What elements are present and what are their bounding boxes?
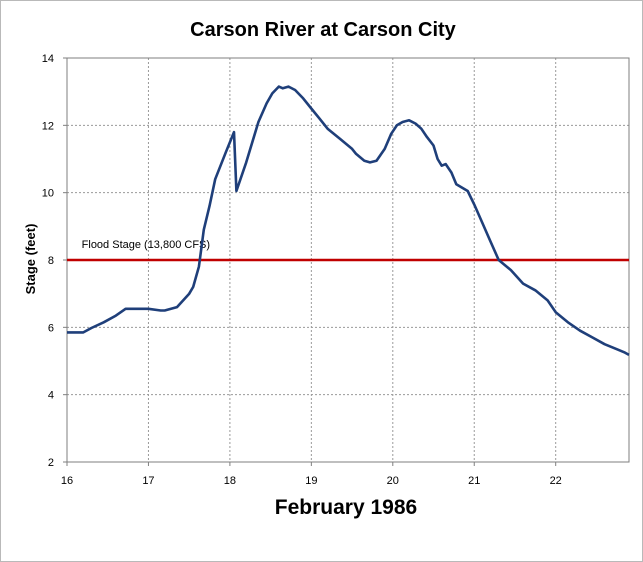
flood-stage-label: Flood Stage (13,800 CFS): [82, 239, 210, 251]
x-axis-label: February 1986: [275, 496, 417, 519]
x-tick-label: 22: [550, 475, 562, 487]
y-axis-label: Stage (feet): [23, 224, 38, 295]
x-tick-label: 21: [468, 475, 480, 487]
y-tick-label: 14: [42, 53, 54, 65]
chart-title: Carson River at Carson City: [190, 19, 457, 41]
x-tick-label: 16: [61, 475, 73, 487]
x-axis-ticks: 16 17 18 19 20 21 22: [61, 462, 562, 487]
x-tick-label: 19: [305, 475, 317, 487]
y-tick-label: 12: [42, 120, 54, 132]
series-line-river-stage: [67, 85, 630, 357]
y-axis-ticks: 2 4 6 8 10 12 14: [42, 53, 67, 469]
y-tick-label: 8: [48, 255, 54, 267]
x-tick-label: 17: [142, 475, 154, 487]
y-tick-label: 4: [48, 390, 54, 402]
y-tick-label: 6: [48, 322, 54, 334]
y-tick-label: 2: [48, 457, 54, 469]
x-tick-label: 18: [224, 475, 236, 487]
x-tick-label: 20: [387, 475, 399, 487]
y-tick-label: 10: [42, 188, 54, 200]
